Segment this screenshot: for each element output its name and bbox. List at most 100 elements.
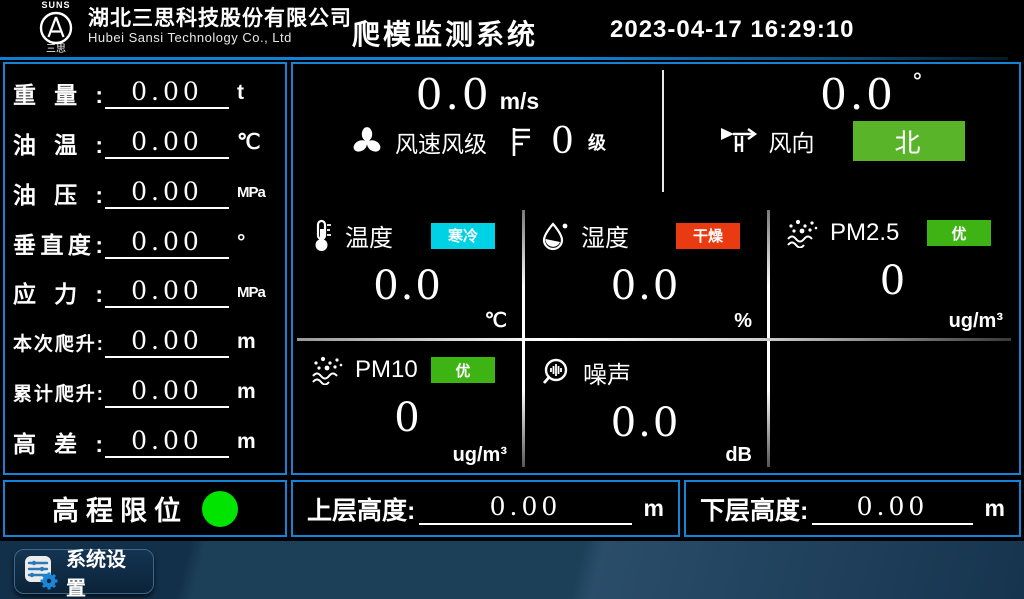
wind-level-flag-icon	[511, 126, 533, 158]
fan-icon	[349, 124, 385, 160]
humidity-cell: 湿度 干燥 0.0 %	[523, 202, 768, 339]
pm10-cell: PM10 优 0 ug/m³	[293, 339, 523, 473]
wind-direction-label: 风向	[768, 130, 815, 156]
logo-text-bottom: 三思	[46, 44, 66, 55]
temperature-cell: 温度 寒冷 0.0 ℃	[293, 202, 523, 339]
lower-height-label: 下层高度:	[700, 496, 809, 525]
upper-height-unit: m	[643, 495, 664, 521]
footer-bar	[0, 541, 1024, 599]
stress-unit: MPa	[237, 283, 266, 301]
wind-section-divider	[662, 70, 664, 192]
height-diff-row: 高差: 0.00 m	[13, 417, 277, 467]
upper-height-value: 0.00	[419, 492, 632, 525]
noise-value: 0.0	[610, 400, 681, 446]
upper-height-box: 上层高度: 0.00 m	[291, 480, 680, 537]
height-diff-value: 0.00	[105, 426, 229, 459]
oil-pressure-row: 油压: 0.00 MPa	[13, 168, 277, 218]
lower-height-unit: m	[984, 495, 1005, 521]
humidity-unit: %	[734, 310, 752, 332]
noise-icon	[541, 357, 573, 389]
total-climb-unit: m	[237, 380, 256, 404]
wind-speed-section: 0.0 m/s 风速风级	[293, 64, 662, 202]
temperature-unit: ℃	[484, 310, 507, 332]
wind-level-value: 0	[551, 121, 574, 162]
current-climb-unit: m	[237, 330, 256, 354]
weight-value: 0.00	[105, 77, 229, 109]
humidity-label: 湿度	[581, 225, 629, 252]
oil-pressure-label: 油压:	[13, 181, 103, 208]
verticality-value: 0.00	[105, 227, 229, 259]
dust-icon	[311, 355, 345, 385]
header-divider	[0, 57, 1008, 60]
stress-label: 应力:	[13, 281, 103, 308]
page-title: 爬模监测系统	[352, 19, 539, 50]
stress-row: 应力: 0.00 MPa	[13, 268, 277, 318]
noise-label: 噪声	[583, 362, 631, 389]
lower-height-value: 0.00	[812, 492, 973, 525]
oil-temp-value: 0.00	[105, 127, 229, 159]
temperature-value: 0.0	[373, 263, 443, 309]
pm25-value: 0	[879, 258, 908, 304]
humidity-icon	[541, 220, 571, 252]
settings-button-label: 系统设置	[66, 548, 126, 599]
oil-pressure-value: 0.00	[105, 177, 229, 209]
wind-direction-badge: 北	[852, 121, 965, 161]
wind-vane-icon	[719, 124, 759, 158]
oil-pressure-unit: MPa	[237, 184, 266, 202]
elevation-limit-indicator	[202, 490, 238, 527]
verticality-unit: °	[237, 230, 246, 254]
verticality-row: 垂直度: 0.00 °	[13, 218, 277, 268]
pm25-unit: ug/m³	[948, 310, 1003, 332]
weight-row: 重量: 0.00 t	[13, 68, 277, 118]
temperature-label: 温度	[345, 225, 393, 252]
lower-height-box: 下层高度: 0.00 m	[684, 480, 1021, 537]
empty-cell	[768, 339, 1019, 473]
wind-speed-sub: 风速风级 0 级	[293, 121, 662, 162]
sensor-grid: 温度 寒冷 0.0 ℃ 湿度 干燥	[293, 202, 1019, 473]
verticality-label: 垂直度:	[13, 231, 103, 258]
wind-direction-section: 0.0 ° 风向 北	[664, 64, 1019, 202]
pm10-label: PM10	[355, 356, 418, 383]
noise-unit: dB	[725, 444, 752, 466]
wind-direction-value: 0.0	[820, 70, 896, 119]
humidity-value: 0.0	[610, 263, 681, 309]
upper-height-label: 上层高度:	[307, 496, 416, 525]
system-settings-button[interactable]: 系统设置	[14, 549, 154, 599]
company-logo: SUNS 三思	[28, 1, 84, 55]
settings-sliders-gear-icon	[23, 554, 59, 590]
elevation-limit-label: 高程限位	[52, 496, 188, 526]
datetime-display: 2023-04-17 16:29:10	[610, 16, 855, 43]
elevation-limit-box: 高程限位	[3, 480, 287, 537]
wind-speed-display: 0.0 m/s	[293, 70, 662, 119]
pm25-label: PM2.5	[830, 219, 900, 246]
wind-speed-label: 风速风级	[395, 130, 488, 157]
height-diff-unit: m	[237, 430, 256, 454]
total-climb-label: 累计爬升:	[13, 383, 103, 405]
wind-speed-value: 0.0	[415, 70, 492, 119]
pm25-cell: PM2.5 优 0 ug/m³	[768, 202, 1019, 339]
environment-panel: 0.0 m/s 风速风级	[291, 62, 1021, 475]
pm10-status-badge: 优	[431, 357, 495, 383]
weight-unit: t	[237, 80, 244, 104]
grid-horizontal-divider	[297, 338, 1011, 341]
logo-text-top: SUNS	[41, 0, 71, 10]
company-name-block: 湖北三思科技股份有限公司 Hubei Sansi Technology Co.,…	[88, 7, 352, 46]
stress-value: 0.00	[105, 276, 229, 309]
oil-temp-unit: ℃	[237, 131, 261, 155]
oil-temp-label: 油温:	[13, 131, 103, 158]
total-climb-value: 0.00	[105, 376, 229, 409]
wind-direction-sub: 风向 北	[664, 121, 1019, 161]
height-diff-label: 高差:	[13, 431, 103, 458]
oil-temp-row: 油温: 0.00 ℃	[13, 118, 277, 168]
total-climb-row: 累计爬升: 0.00 m	[13, 367, 277, 417]
current-climb-row: 本次爬升: 0.00 m	[13, 317, 277, 367]
company-name-en: Hubei Sansi Technology Co., Ltd	[88, 30, 292, 46]
pm10-value: 0	[394, 395, 422, 441]
measurement-sidebar: 重量: 0.00 t 油温: 0.00 ℃ 油压: 0.00 MPa 垂直度: …	[3, 62, 287, 475]
wind-direction-unit: °	[911, 70, 923, 95]
wind-direction-display: 0.0 °	[664, 70, 1019, 119]
humidity-status-badge: 干燥	[676, 222, 740, 249]
current-climb-label: 本次爬升:	[13, 333, 103, 355]
weight-label: 重量:	[13, 81, 103, 108]
wind-level-unit: 级	[587, 132, 606, 153]
